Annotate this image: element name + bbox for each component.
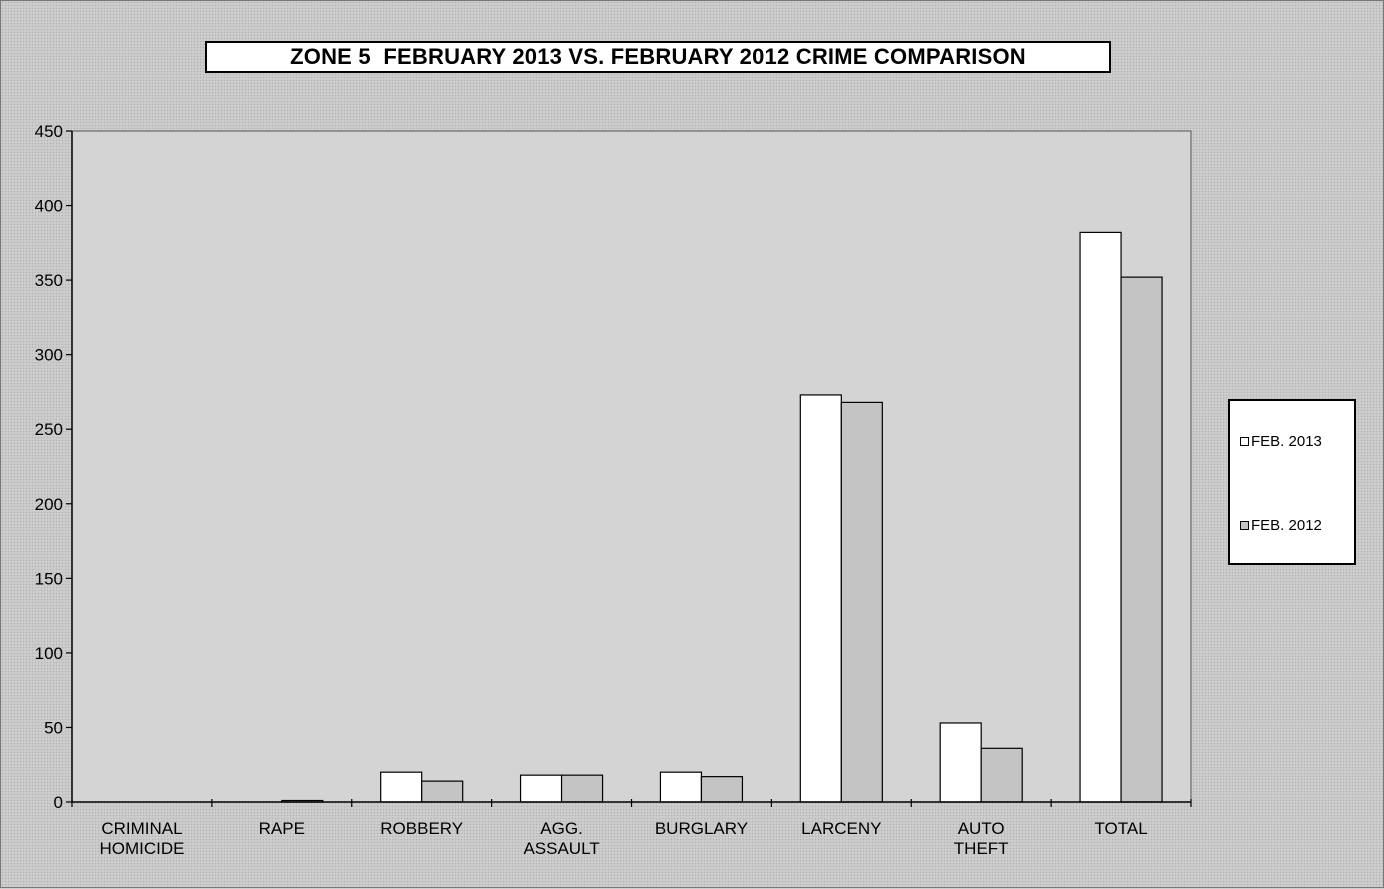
legend-item-feb-2012: FEB. 2012	[1240, 517, 1322, 534]
x-tick-label-6: AUTO THEFT	[954, 819, 1009, 858]
legend-swatch-feb-2012	[1240, 521, 1249, 530]
x-tick-label-line: CRIMINAL	[101, 819, 182, 838]
x-tick-label-line: BURGLARY	[655, 819, 748, 838]
y-tick-label-200: 200	[35, 495, 63, 514]
x-tick-label-0: CRIMINAL HOMICIDE	[99, 819, 184, 858]
bar-feb-2012-4	[700, 776, 744, 803]
x-tick-label-5: LARCENY	[801, 819, 881, 838]
x-tick-label-3: AGG. ASSAULT	[523, 819, 599, 858]
y-tick-label-50: 50	[44, 718, 63, 737]
x-tick-label-2: ROBBERY	[380, 819, 463, 838]
bar-feb-2012-3	[560, 774, 604, 803]
bar-feb-2013-5	[799, 394, 842, 803]
y-tick-label-400: 400	[35, 197, 63, 216]
x-tick-label-line: HOMICIDE	[99, 839, 184, 858]
x-tick-label-1: RAPE	[259, 819, 305, 838]
legend-label-feb-2013: FEB. 2013	[1251, 433, 1322, 450]
x-tick-label-line: RAPE	[259, 819, 305, 838]
x-tick-label-line: TOTAL	[1094, 819, 1147, 838]
bar-feb-2012-2	[421, 780, 464, 803]
bar-feb-2013-2	[380, 771, 423, 803]
bar-feb-2013-4	[659, 771, 703, 803]
y-tick-label-0: 0	[54, 793, 63, 812]
legend-label-feb-2012: FEB. 2012	[1251, 517, 1322, 534]
bar-feb-2013-6	[939, 722, 982, 803]
bar-feb-2012-6	[980, 747, 1023, 803]
legend-swatch-feb-2013	[1240, 437, 1249, 446]
plot-area	[71, 130, 1192, 803]
bar-feb-2012-7	[1120, 276, 1163, 803]
chart-title: ZONE 5 FEBRUARY 2013 VS. FEBRUARY 2012 C…	[205, 41, 1111, 73]
y-tick-label-350: 350	[35, 271, 63, 290]
x-tick-label-4: BURGLARY	[655, 819, 748, 838]
bar-feb-2013-3	[519, 774, 563, 803]
y-tick-label-300: 300	[35, 346, 63, 365]
bar-feb-2012-5	[840, 401, 883, 803]
legend-item-feb-2013: FEB. 2013	[1240, 433, 1322, 450]
y-tick-label-250: 250	[35, 420, 63, 439]
x-tick-label-line: AUTO	[958, 819, 1005, 838]
legend: FEB. 2013 FEB. 2012	[1228, 399, 1356, 565]
x-tick-label-line: THEFT	[954, 839, 1009, 858]
axes-layer: CRIMINAL HOMICIDE RAPE ROBBERY AGG. ASSAULT BU…	[35, 122, 1192, 858]
x-tick-label-line: ROBBERY	[380, 819, 463, 838]
x-tick-label-line: AGG.	[540, 819, 583, 838]
y-tick-label-450: 450	[35, 122, 63, 141]
bars-layer	[281, 231, 1163, 803]
bar-feb-2013-7	[1079, 231, 1122, 803]
x-tick-label-line: ASSAULT	[523, 839, 599, 858]
x-tick-label-line: LARCENY	[801, 819, 881, 838]
x-tick-label-7: TOTAL	[1094, 819, 1147, 838]
y-tick-label-100: 100	[35, 644, 63, 663]
y-tick-label-150: 150	[35, 569, 63, 588]
